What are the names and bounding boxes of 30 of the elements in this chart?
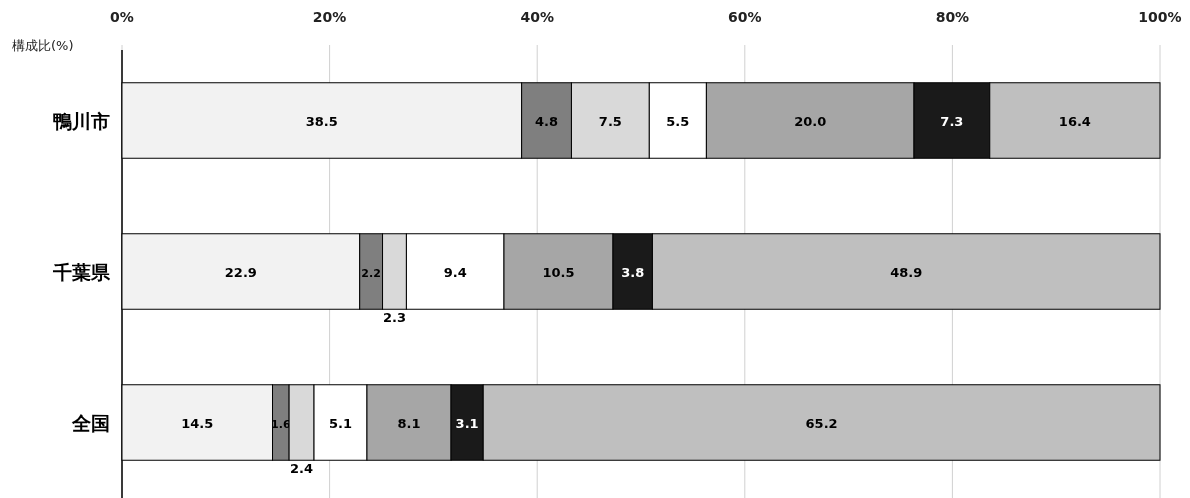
data-label: 4.8: [535, 113, 559, 129]
x-tick-label: 0%: [110, 9, 134, 25]
data-label: 2.3: [382, 310, 406, 326]
y-tick-label: 千葉県: [52, 260, 111, 283]
data-label: 48.9: [890, 264, 923, 280]
data-label: 7.5: [598, 113, 622, 129]
data-label: 9.4: [443, 264, 467, 280]
data-label: 2.2: [361, 266, 381, 280]
data-label: 8.1: [397, 415, 421, 431]
x-tick-label: 60%: [728, 9, 762, 25]
x-tick-label: 100%: [1138, 9, 1182, 25]
x-axis-title: 構成比(%): [12, 38, 74, 53]
x-tick-label: 80%: [935, 9, 970, 25]
data-label: 3.8: [621, 264, 645, 280]
y-tick-label: 全国: [71, 411, 110, 434]
data-label: 5.5: [666, 113, 690, 129]
data-label: 5.1: [328, 415, 353, 431]
data-label: 10.5: [542, 264, 575, 280]
y-tick-label: 鴨川市: [53, 109, 110, 132]
data-label: 7.3: [940, 113, 964, 129]
data-label: 38.5: [305, 113, 338, 129]
data-label: 14.5: [181, 415, 214, 431]
data-label: 65.2: [805, 415, 838, 431]
data-label: 3.1: [455, 415, 479, 431]
data-label: 2.4: [290, 461, 314, 477]
data-label: 16.4: [1058, 113, 1091, 129]
data-label: 22.9: [224, 264, 257, 280]
data-label: 20.0: [794, 113, 827, 129]
x-tick-label: 40%: [520, 9, 554, 25]
x-tick-label: 20%: [312, 9, 347, 25]
